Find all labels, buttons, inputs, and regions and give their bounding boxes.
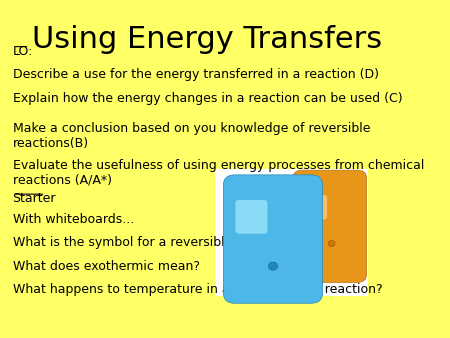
Text: LO:: LO: bbox=[13, 45, 33, 58]
FancyBboxPatch shape bbox=[293, 170, 367, 283]
FancyBboxPatch shape bbox=[235, 200, 267, 234]
Text: Make a conclusion based on you knowledge of reversible
reactions(B): Make a conclusion based on you knowledge… bbox=[13, 122, 370, 150]
FancyBboxPatch shape bbox=[215, 169, 368, 296]
FancyBboxPatch shape bbox=[305, 195, 327, 219]
FancyBboxPatch shape bbox=[223, 175, 323, 303]
Text: Starter: Starter bbox=[13, 192, 56, 206]
Circle shape bbox=[328, 241, 335, 246]
Circle shape bbox=[269, 262, 278, 270]
Text: What does exothermic mean?: What does exothermic mean? bbox=[13, 260, 200, 272]
Text: What happens to temperature in an endothermic reaction?: What happens to temperature in an endoth… bbox=[13, 283, 382, 296]
Text: Explain how the energy changes in a reaction can be used (C): Explain how the energy changes in a reac… bbox=[13, 92, 402, 105]
Text: Evaluate the usefulness of using energy processes from chemical
reactions (A/A*): Evaluate the usefulness of using energy … bbox=[13, 159, 424, 187]
Text: Using Energy Transfers: Using Energy Transfers bbox=[32, 25, 382, 54]
Text: With whiteboards...: With whiteboards... bbox=[13, 213, 134, 225]
Text: Describe a use for the energy transferred in a reaction (D): Describe a use for the energy transferre… bbox=[13, 68, 378, 81]
Text: What is the symbol for a reversible reaction?: What is the symbol for a reversible reac… bbox=[13, 236, 294, 249]
